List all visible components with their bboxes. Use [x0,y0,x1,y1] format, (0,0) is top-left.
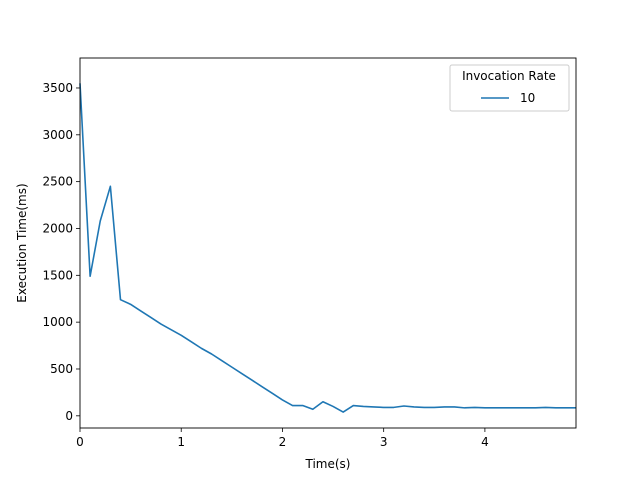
y-tick-label: 3000 [42,128,73,142]
y-tick-label: 500 [50,362,73,376]
y-tick-label: 3500 [42,81,73,95]
y-axis-ticks: 0 500 1000 1500 2000 2500 3000 3500 [42,81,80,423]
x-tick-label: 3 [380,435,388,449]
x-tick-label: 0 [76,435,84,449]
y-tick-label: 2500 [42,175,73,189]
y-axis-label: Execution Time(ms) [15,183,29,302]
y-tick-label: 1000 [42,315,73,329]
x-axis-label: Time(s) [305,457,351,471]
y-tick-label: 1500 [42,268,73,282]
x-tick-label: 4 [481,435,489,449]
legend: Invocation Rate 10 [449,64,570,112]
legend-title: Invocation Rate [462,69,556,83]
series-line-0 [79,83,576,413]
legend-entry-label: 10 [520,91,535,105]
series-lines [79,83,576,413]
y-tick-label: 0 [65,409,73,423]
x-axis-ticks: 0 1 2 3 4 [76,428,489,449]
y-tick-label: 2000 [42,221,73,235]
plot-frame [79,57,577,429]
legend-box [449,64,570,112]
x-tick-label: 2 [279,435,287,449]
x-tick-label: 1 [177,435,185,449]
plot-background [80,58,576,428]
